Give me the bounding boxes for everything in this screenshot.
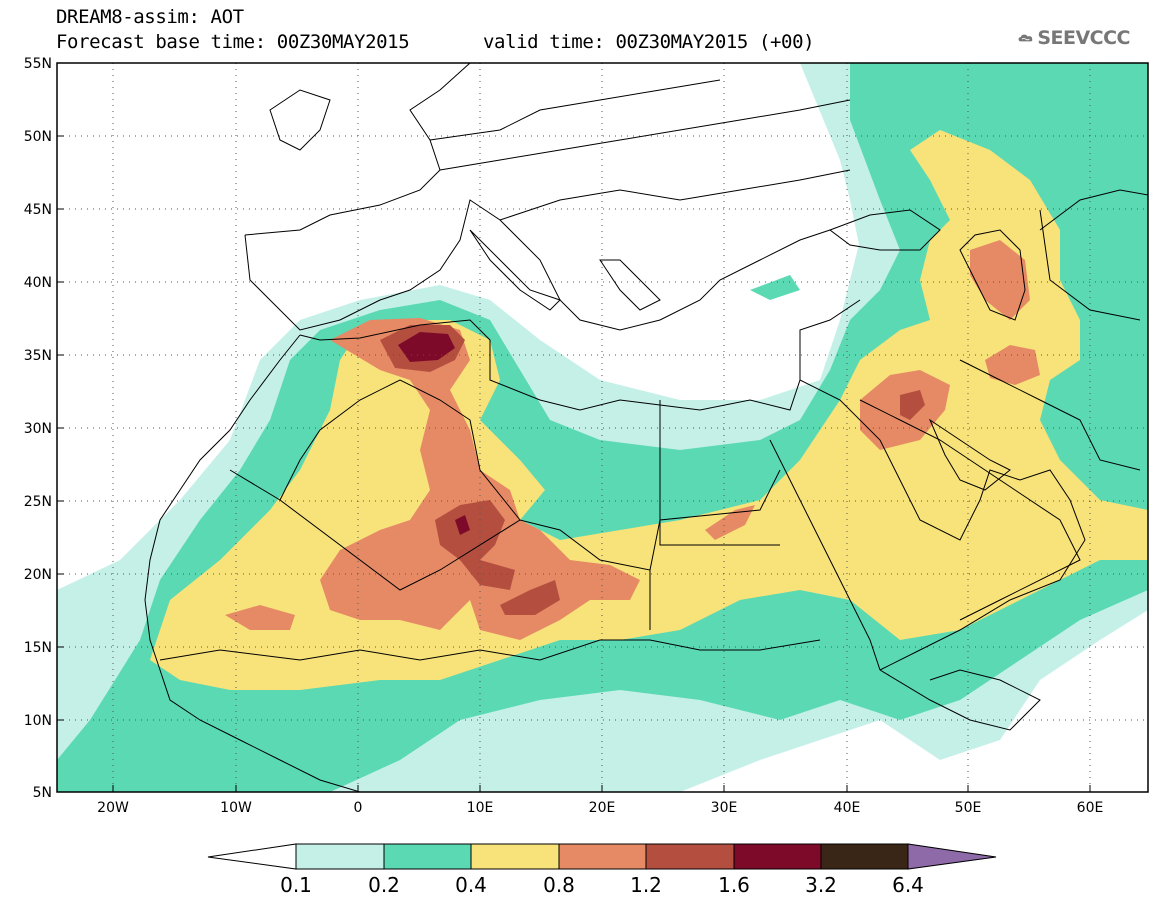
aot-1.2-region [500, 580, 560, 615]
colorbar-label: 0.1 [280, 873, 312, 897]
lat-label: 30N [24, 421, 52, 437]
forecast-base-time: Forecast base time: 00Z30MAY2015 [56, 31, 410, 53]
colorbar-upper-arrow [907, 843, 997, 870]
lat-label: 15N [24, 640, 52, 656]
coastline-persian-gulf [928, 418, 1011, 491]
border-chad [649, 469, 781, 571]
colorbar-label: 3.2 [805, 873, 837, 897]
colorbar-swatch [820, 843, 909, 870]
lon-label: 30E [711, 800, 738, 816]
coastline-red-sea [769, 439, 881, 671]
lat-label: 25N [24, 494, 52, 510]
colorbar-swatch [383, 843, 472, 870]
colorbar-swatch [733, 843, 822, 870]
coastline-black-sea [828, 209, 941, 251]
lat-label: 10N [24, 713, 52, 729]
lat-label: 5N [33, 785, 52, 801]
coastline-arabia [799, 379, 1086, 671]
lon-label: 50E [955, 800, 982, 816]
lon-label: 10E [467, 800, 494, 816]
cloud-icon [1018, 34, 1033, 42]
lon-label: 0 [354, 800, 363, 816]
border-egypt [659, 400, 780, 546]
colorbar-label: 1.2 [630, 873, 662, 897]
border-europe-3 [499, 169, 851, 221]
border-sahel [159, 639, 821, 661]
coastline-east [1039, 189, 1148, 231]
aot-0.2-region [750, 275, 800, 300]
coastline-europe [244, 63, 471, 236]
coastline-caspian [959, 229, 1026, 321]
lat-labels: 55N 50N 45N 40N 35N 30N 25N 20N 15N 10N … [24, 56, 52, 801]
colorbar-labels: 0.1 0.2 0.4 0.8 1.2 1.6 3.2 6.4 [280, 873, 924, 897]
lat-label: 40N [24, 275, 52, 291]
lat-label: 35N [24, 348, 52, 364]
coastlines [144, 63, 1148, 792]
coastline-west-africa [144, 334, 361, 792]
aot-field [57, 63, 1148, 792]
valid-time: valid time: 00Z30MAY2015 (+00) [483, 31, 815, 53]
lon-label: 20E [589, 800, 616, 816]
colorbar-label: 0.4 [455, 873, 487, 897]
coastline-greece [599, 259, 661, 311]
lat-label: 50N [24, 129, 52, 145]
aot-0.8-region [225, 605, 295, 630]
lat-label: 45N [24, 202, 52, 218]
seevccc-logo: SEEVCCC [1018, 20, 1130, 56]
coastline-horn [879, 669, 1041, 731]
border-algeria [279, 379, 521, 521]
aot-1.2-region [900, 390, 925, 420]
coastline-north-africa [299, 299, 861, 411]
aot-0.8-region [985, 345, 1040, 385]
colorbar-swatch [470, 843, 560, 870]
aot-1.6-region [398, 332, 455, 362]
border-saudi [859, 399, 1081, 621]
lon-label: 40E [834, 800, 861, 816]
lat-label: 20N [24, 567, 52, 583]
colorbar [207, 843, 997, 870]
coastline-italy [469, 229, 561, 311]
lon-labels: 20W 10W 0 10E 20E 30E 40E 50E 60E [97, 800, 1103, 816]
aot-0.8-region [320, 318, 640, 640]
tick-marks [57, 135, 1091, 792]
lat-label: 55N [24, 56, 52, 72]
lon-label: 60E [1077, 800, 1104, 816]
colorbar-swatch [558, 843, 647, 870]
border-europe-2 [429, 79, 721, 141]
aot-1.2-region [435, 500, 515, 590]
coastline-uk [269, 89, 331, 151]
border-europe-1 [439, 99, 851, 171]
aot-1.6-region [455, 515, 470, 535]
colorbar-label: 6.4 [892, 873, 924, 897]
colorbar-swatch [645, 843, 735, 870]
border-mali [229, 469, 651, 630]
aot-0.8-region [705, 505, 755, 540]
border-central-asia [1039, 209, 1141, 321]
logo-text: SEEVCCC [1037, 27, 1130, 49]
colorbar-lower-arrow [207, 843, 297, 870]
border-iran [959, 359, 1141, 471]
colorbar-swatch [295, 843, 385, 870]
colorbar-label: 1.6 [718, 873, 750, 897]
lon-label: 10W [220, 800, 252, 816]
colorbar-label: 0.8 [543, 873, 575, 897]
lon-label: 20W [97, 800, 129, 816]
colorbar-label: 0.2 [368, 873, 400, 897]
map-title: DREAM8-assim: AOT [56, 6, 244, 28]
